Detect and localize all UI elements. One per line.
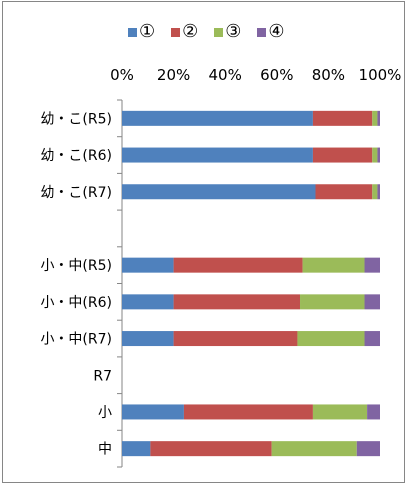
category-label: 幼・こ(R7)	[40, 185, 112, 201]
bar-segment-2	[312, 110, 373, 126]
legend-swatch-1	[128, 27, 137, 37]
legend-swatch-3	[214, 27, 224, 37]
bar-segment-3	[302, 257, 365, 273]
bar-segment-1	[122, 184, 316, 200]
bar-segment-3	[300, 294, 365, 310]
category-label: 小・中(R7)	[40, 332, 112, 348]
bar-segment-3	[271, 441, 357, 457]
bar-segment-4	[364, 257, 380, 273]
legend-swatch-4	[257, 27, 267, 37]
bar-segment-2	[312, 147, 373, 163]
x-tick-label: 100%	[359, 66, 402, 84]
x-tick-label: 0%	[110, 66, 134, 84]
bar-segment-1	[122, 110, 313, 126]
x-tick-label: 40%	[209, 66, 242, 84]
bar-segment-1	[122, 331, 174, 347]
legend-item-3: ③	[214, 22, 241, 42]
category-label: 小	[98, 405, 112, 421]
bar-segment-4	[364, 331, 380, 347]
bar-segment-2	[173, 331, 298, 347]
legend-item-2: ②	[171, 22, 198, 42]
bar-segment-2	[183, 404, 313, 420]
category-label: 小・中(R6)	[40, 295, 112, 311]
legend-item-1: ①	[128, 22, 155, 42]
x-tick-label: 20%	[157, 66, 190, 84]
bar-segment-3	[312, 404, 368, 420]
bar-segment-4	[377, 184, 380, 200]
legend-label-1: ①	[139, 21, 156, 42]
legend-label-4: ④	[268, 21, 285, 42]
category-label: 中	[98, 442, 112, 458]
bar-segment-3	[372, 147, 378, 163]
bar-segment-3	[372, 184, 378, 200]
bar-segment-4	[377, 110, 380, 126]
bar-segment-3	[297, 331, 365, 347]
bar-segment-2	[173, 257, 303, 273]
bar-segment-1	[122, 257, 174, 273]
bar-segment-1	[122, 294, 174, 310]
x-tick-label: 80%	[312, 66, 345, 84]
category-label: 幼・こ(R6)	[40, 148, 112, 164]
category-label: 幼・こ(R5)	[40, 111, 112, 127]
bar-segment-4	[356, 441, 380, 457]
bar-segment-4	[367, 404, 380, 420]
legend-label-2: ②	[182, 21, 199, 42]
legend-swatch-2	[171, 27, 181, 37]
x-tick-label: 60%	[260, 66, 293, 84]
bar-segment-1	[122, 441, 151, 457]
bar-segment-4	[364, 294, 380, 310]
category-label: 小・中(R5)	[40, 258, 112, 274]
bar-segment-1	[122, 147, 313, 163]
bar-segment-2	[150, 441, 272, 457]
bar-segment-4	[377, 147, 380, 163]
bar-segment-2	[173, 294, 301, 310]
bar-segment-2	[315, 184, 373, 200]
chart-frame	[2, 1, 405, 483]
bar-segment-3	[372, 110, 378, 126]
bar-segment-1	[122, 404, 184, 420]
legend-item-4: ④	[257, 21, 285, 42]
category-label: R7	[93, 368, 112, 384]
legend: ① ② ③ ④	[128, 22, 285, 42]
legend-label-3: ③	[225, 21, 242, 42]
